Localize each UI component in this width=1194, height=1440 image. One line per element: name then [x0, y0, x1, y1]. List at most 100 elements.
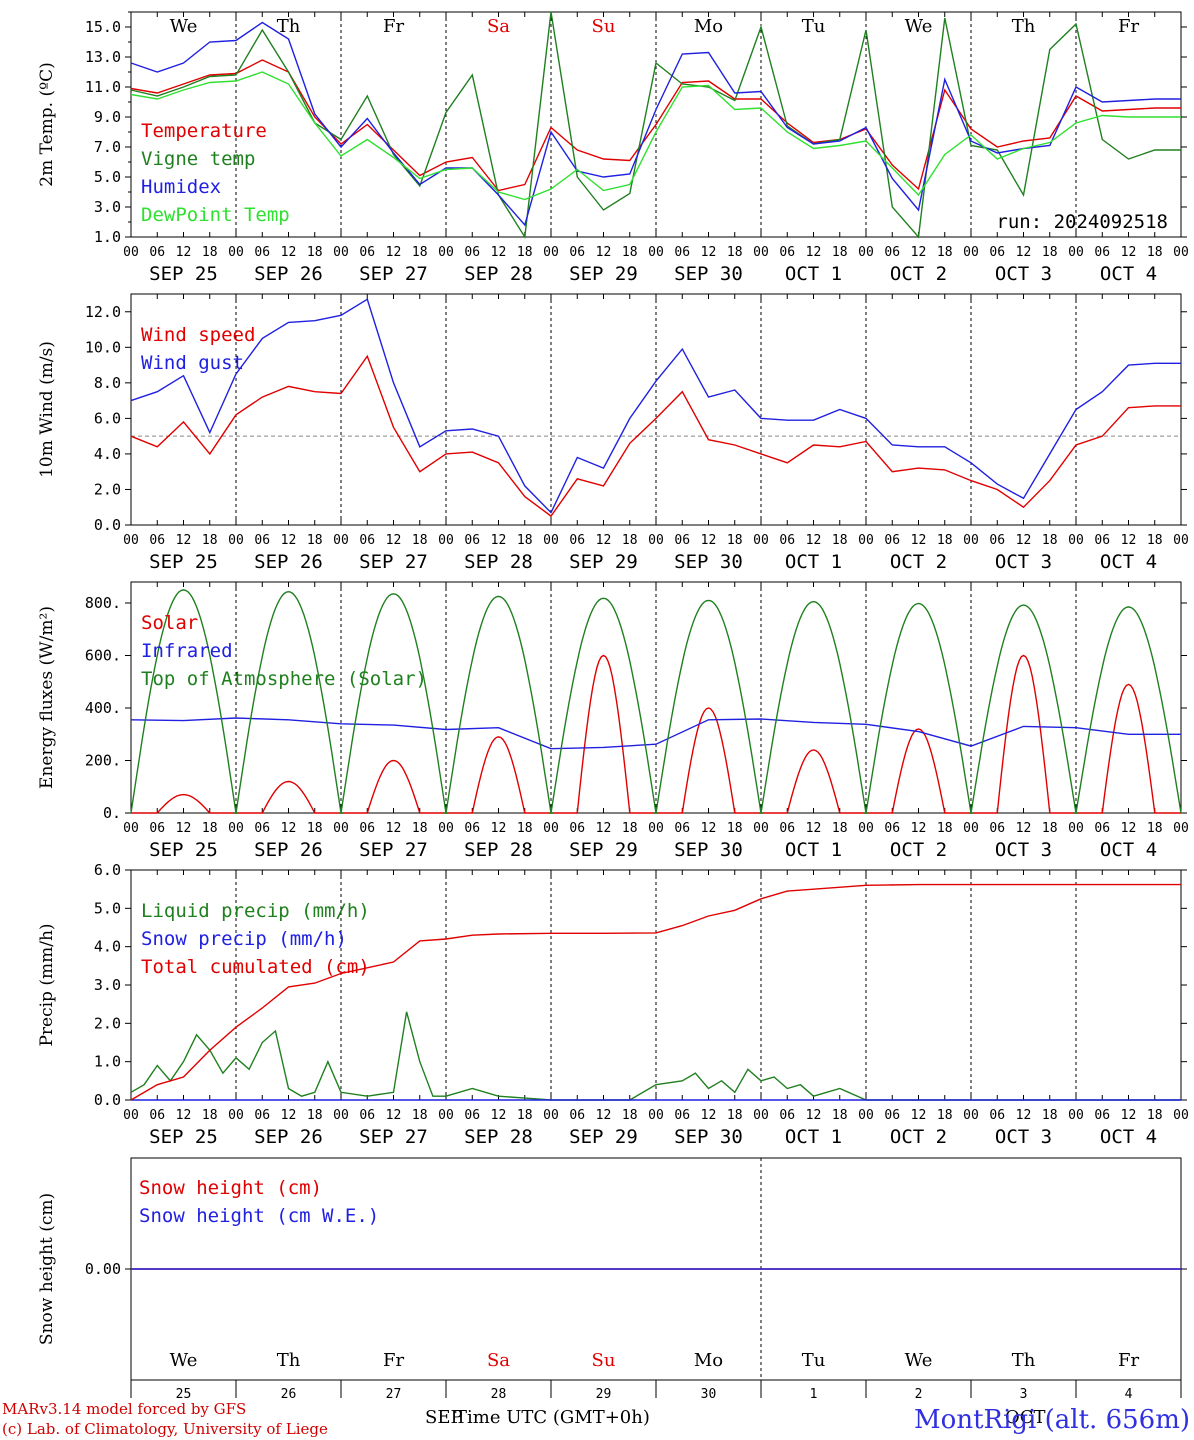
legend-entry: Humidex	[141, 176, 221, 198]
hour-tick-label: 00	[228, 1108, 244, 1123]
hour-tick-label: 18	[937, 245, 953, 260]
day-name-bottom: Th	[1012, 1350, 1036, 1371]
hour-tick-label: 12	[386, 821, 402, 836]
date-label: SEP 26	[254, 1126, 323, 1148]
hour-tick-label: 06	[464, 533, 480, 548]
date-label: SEP 29	[569, 551, 638, 573]
hour-tick-label: 12	[1121, 1108, 1137, 1123]
hour-tick-label: 18	[1042, 821, 1058, 836]
hour-tick-label: 06	[884, 245, 900, 260]
hour-tick-label: 00	[1068, 533, 1084, 548]
date-label: OCT 2	[890, 1126, 947, 1148]
hour-tick-label: 12	[596, 245, 612, 260]
hour-tick-label: 00	[1173, 1108, 1189, 1123]
footer-credit: (c) Lab. of Climatology, University of L…	[2, 1420, 328, 1438]
hour-tick-label: 00	[858, 533, 874, 548]
hour-tick-label: 18	[727, 821, 743, 836]
bottom-month-right: OCT	[1005, 1407, 1046, 1428]
hour-tick-label: 06	[779, 821, 795, 836]
hour-tick-label: 18	[1042, 245, 1058, 260]
hour-tick-label: 18	[307, 1108, 323, 1123]
y-tick-label: 7.0	[94, 138, 121, 156]
hour-tick-label: 12	[491, 821, 507, 836]
day-name-top: We	[905, 16, 933, 37]
hour-tick-label: 00	[648, 821, 664, 836]
hour-tick-label: 12	[911, 1108, 927, 1123]
date-label: OCT 2	[890, 263, 947, 285]
series-line-top-of-atmosphere-solar-	[130, 589, 1182, 814]
hour-tick-label: 18	[517, 245, 533, 260]
hour-tick-label: 18	[727, 533, 743, 548]
y-tick-label: 9.0	[94, 108, 121, 126]
hour-tick-label: 18	[307, 533, 323, 548]
hour-tick-label: 18	[412, 245, 428, 260]
y-tick-label: 4.0	[94, 445, 121, 463]
y-tick-label: 800.	[85, 594, 121, 612]
hour-tick-label: 06	[674, 245, 690, 260]
legend-entry: Snow height (cm)	[139, 1177, 322, 1199]
y-tick-label: 600.	[85, 647, 121, 665]
hour-tick-label: 18	[622, 821, 638, 836]
date-label: OCT 1	[785, 1126, 842, 1148]
day-number: 30	[701, 1387, 717, 1402]
hour-tick-label: 12	[596, 533, 612, 548]
date-label: SEP 28	[464, 839, 533, 861]
hour-tick-label: 12	[281, 1108, 297, 1123]
hour-tick-label: 06	[254, 1108, 270, 1123]
hour-tick-label: 00	[648, 1108, 664, 1123]
series-line-temperature	[130, 59, 1181, 192]
hour-tick-label: 06	[359, 1108, 375, 1123]
hour-tick-label: 00	[123, 1108, 139, 1123]
series-line-total-cumulated-cm-	[130, 883, 1181, 1101]
y-tick-label: 200.	[85, 752, 121, 770]
hour-tick-label: 12	[281, 245, 297, 260]
hour-tick-label: 12	[176, 1108, 192, 1123]
y-axis-label: Energy fluxes (W/m²)	[37, 606, 57, 789]
hour-tick-label: 00	[438, 821, 454, 836]
date-label: SEP 26	[254, 551, 323, 573]
day-name-bottom: Tu	[802, 1350, 826, 1371]
y-tick-label: 2.0	[94, 480, 121, 498]
series-line-liquid-precip-mm-h-	[130, 1011, 1181, 1101]
day-name-top: Th	[277, 16, 301, 37]
date-label: OCT 1	[785, 839, 842, 861]
hour-tick-label: 18	[937, 821, 953, 836]
legend-entry: Vigne temp	[141, 148, 255, 170]
date-label: SEP 25	[149, 263, 218, 285]
hour-tick-label: 00	[333, 533, 349, 548]
date-label: SEP 27	[359, 1126, 428, 1148]
footer-model: MARv3.14 model forced by GFS	[2, 1400, 246, 1418]
hour-tick-label: 12	[701, 533, 717, 548]
series-line-wind-speed	[130, 354, 1181, 518]
y-tick-label: 3.0	[94, 976, 121, 994]
date-label: SEP 28	[464, 551, 533, 573]
date-label: OCT 3	[995, 263, 1052, 285]
day-name-top: Mo	[694, 16, 723, 37]
y-tick-label: 11.0	[85, 78, 121, 96]
hour-tick-label: 12	[911, 533, 927, 548]
hour-tick-label: 00	[963, 533, 979, 548]
hour-tick-label: 18	[937, 533, 953, 548]
panel-3: 00 06 12 18 00 06 12 18 00 06 12 18 00 06 12 18 00 06 12 18…	[37, 581, 1189, 861]
y-axis-label: Precip (mm/h)	[37, 923, 57, 1046]
hour-tick-label: 00	[123, 533, 139, 548]
hour-tick-label: 00	[438, 533, 454, 548]
hour-tick-label: 06	[569, 1108, 585, 1123]
day-name-bottom: We	[905, 1350, 933, 1371]
date-label: OCT 1	[785, 263, 842, 285]
legend-entry: Wind speed	[141, 324, 255, 346]
hour-tick-label: 06	[359, 245, 375, 260]
series-line-humidex	[130, 21, 1181, 227]
day-number: 29	[596, 1387, 612, 1402]
hour-tick-label: 12	[1016, 245, 1032, 260]
hour-tick-label: 06	[464, 821, 480, 836]
hour-tick-label: 18	[202, 821, 218, 836]
hour-tick-label: 12	[491, 1108, 507, 1123]
day-name-bottom: We	[170, 1350, 198, 1371]
hour-tick-label: 18	[412, 821, 428, 836]
day-name-bottom: Sa	[487, 1350, 510, 1371]
hour-tick-label: 18	[202, 245, 218, 260]
hour-tick-label: 18	[832, 245, 848, 260]
y-tick-label: 0.	[103, 804, 121, 822]
bottom-month-left: SEP	[425, 1407, 463, 1428]
